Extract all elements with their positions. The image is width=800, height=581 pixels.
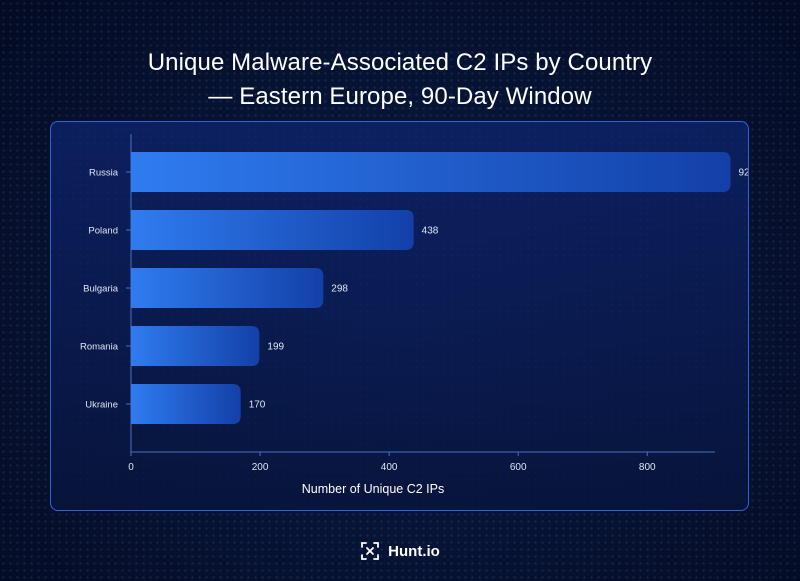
x-tick-label: 800 [639,462,656,473]
y-tick-label: Bulgaria [83,284,119,295]
chart-panel: Russia 929 Poland 438 Bulgaria 298 Romania 199 U… [50,121,749,511]
data-label: 929 [738,168,749,179]
x-tick-label: 0 [128,462,134,473]
x-tick-label: 600 [510,462,527,473]
bar-bulgaria [131,268,324,308]
y-tick-label: Poland [88,226,118,237]
bar-chart: Russia 929 Poland 438 Bulgaria 298 Romania 199 U… [80,134,749,496]
data-label: 199 [267,342,284,353]
bar-romania [131,326,260,366]
x-tick-label: 400 [381,462,398,473]
chart-title-line-1: Unique Malware-Associated C2 IPs by Coun… [147,49,653,77]
y-tick-label: Romania [80,342,119,353]
data-label: 170 [249,400,266,411]
data-label: 298 [331,284,348,295]
data-label: 438 [422,226,439,237]
y-tick-label: Ukraine [85,400,118,411]
y-tick-label: Russia [89,168,119,179]
bar-ukraine [131,384,241,424]
x-tick-label: 200 [252,462,269,473]
brand-name: Hunt.io [388,542,440,560]
bar-russia [131,152,731,192]
chart-title: Unique Malware-Associated C2 IPs by Coun… [0,46,800,114]
bar-poland [131,210,414,250]
chart-title-line-2: — Eastern Europe, 90-Day Window [208,83,592,111]
x-axis-label: Number of Unique C2 IPs [302,482,444,496]
hunt-logo-icon [361,542,380,560]
brand-footer: Hunt.io [0,541,800,561]
